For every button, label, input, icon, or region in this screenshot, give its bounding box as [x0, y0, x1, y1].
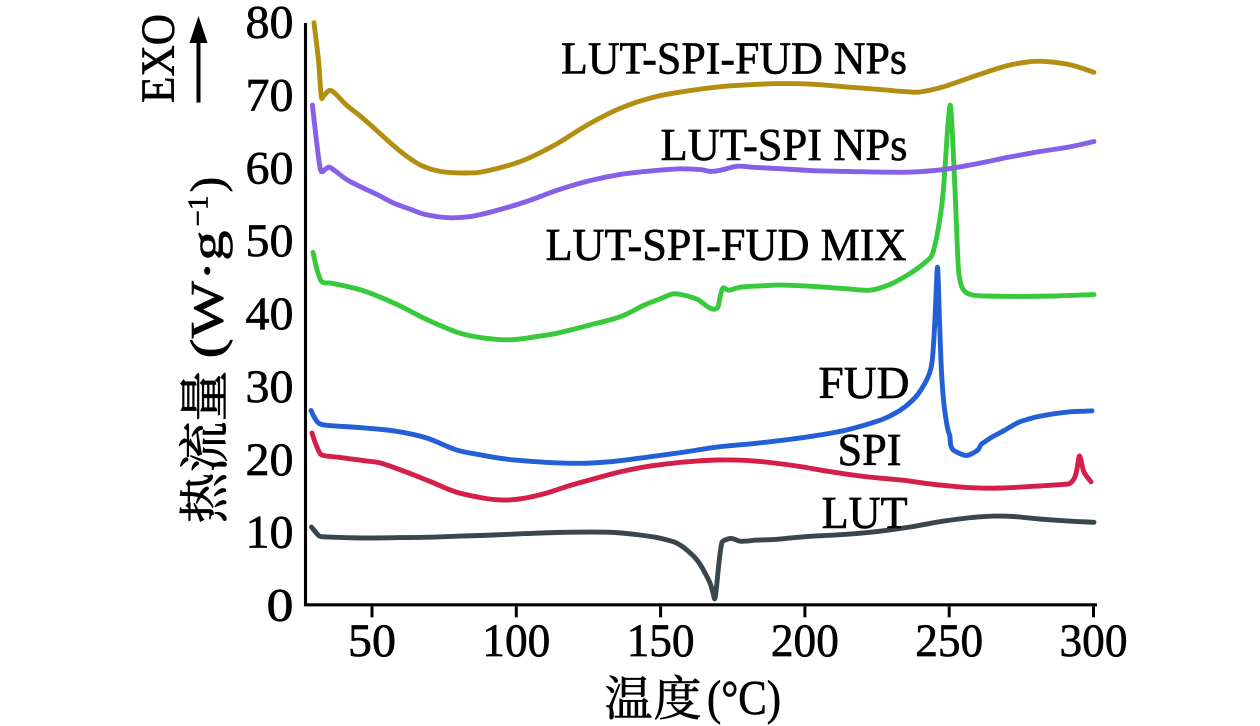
svg-text:150: 150 — [627, 615, 695, 667]
svg-text:200: 200 — [771, 615, 839, 667]
svg-text:300: 300 — [1060, 615, 1128, 667]
svg-text:LUT: LUT — [822, 487, 908, 538]
svg-text:50: 50 — [348, 615, 396, 667]
svg-text:70: 70 — [246, 69, 294, 121]
svg-text:SPI: SPI — [838, 424, 902, 475]
svg-text:−1: −1 — [183, 196, 215, 227]
svg-text:80: 80 — [246, 0, 294, 49]
svg-text:60: 60 — [246, 142, 294, 194]
svg-text:(W·g: (W·g — [182, 231, 234, 359]
svg-text:(°C): (°C) — [707, 670, 781, 725]
svg-text:30: 30 — [246, 361, 294, 413]
svg-text:0: 0 — [267, 580, 294, 632]
svg-text:): ) — [182, 177, 234, 193]
svg-text:LUT-SPI-FUD MIX: LUT-SPI-FUD MIX — [546, 219, 907, 270]
svg-text:LUT-SPI NPs: LUT-SPI NPs — [661, 119, 908, 170]
svg-text:40: 40 — [246, 288, 294, 340]
svg-text:100: 100 — [482, 615, 550, 667]
svg-text:50: 50 — [246, 215, 294, 267]
svg-text:20: 20 — [246, 434, 294, 486]
svg-text:FUD: FUD — [819, 357, 910, 408]
svg-text:10: 10 — [246, 507, 294, 559]
svg-text:LUT-SPI-FUD NPs: LUT-SPI-FUD NPs — [561, 33, 907, 84]
svg-text:250: 250 — [915, 615, 983, 667]
svg-text:EXO: EXO — [132, 14, 185, 103]
